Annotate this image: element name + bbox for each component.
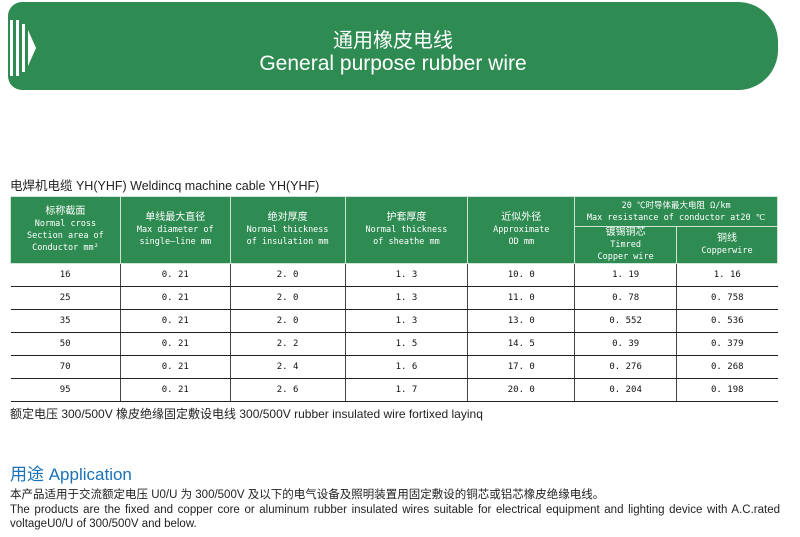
table-cell: 0. 21 bbox=[119, 355, 231, 379]
table-cell: 0. 78 bbox=[574, 286, 677, 310]
table-cell: 0. 552 bbox=[574, 309, 677, 333]
table-cell: 2. 0 bbox=[229, 309, 346, 333]
table-cell: 2. 0 bbox=[229, 286, 346, 310]
table-cell: 0. 204 bbox=[574, 378, 677, 402]
table-cell: 1. 3 bbox=[344, 309, 468, 333]
table-cell: 11. 0 bbox=[467, 286, 575, 310]
table-cell: 0. 268 bbox=[676, 355, 778, 379]
header-tinned-copper: 镀锡铜芯 Timred Copper wire bbox=[574, 226, 678, 264]
table-row: 70 0. 21 2. 4 1. 6 17. 0 0. 276 0. 268 bbox=[10, 355, 778, 379]
header-approx-od: 近似外径 Approximate OD mm bbox=[467, 196, 576, 264]
table-cell: 25 bbox=[10, 286, 121, 310]
table-cell: 70 bbox=[10, 355, 121, 379]
header-insulation-thickness: 绝对厚度 Normal thickness of insulation mm bbox=[229, 196, 346, 264]
application-heading: 用途 Application bbox=[10, 465, 132, 484]
banner-title-en: General purpose rubber wire bbox=[259, 52, 527, 75]
table-row: 95 0. 21 2. 6 1. 7 20. 0 0. 204 0. 198 bbox=[10, 378, 778, 402]
table-cell: 1. 3 bbox=[344, 286, 468, 310]
table-cell: 1. 5 bbox=[344, 332, 468, 356]
header-max-diameter: 单线最大直径 Max diameter of single—line mm bbox=[119, 196, 231, 264]
table-cell: 0. 379 bbox=[676, 332, 778, 356]
table-cell: 0. 758 bbox=[676, 286, 778, 310]
table-row: 16 0. 21 2. 0 1. 3 10. 0 1. 19 1. 16 bbox=[10, 263, 778, 287]
application-text-en: The products are the fixed and copper co… bbox=[10, 504, 780, 530]
table-cell: 35 bbox=[10, 309, 121, 333]
table-cell: 0. 21 bbox=[119, 286, 231, 310]
table-cell: 50 bbox=[10, 332, 121, 356]
header-copper-wire: 铜线 Copperwire bbox=[676, 226, 778, 264]
table-cell: 1. 3 bbox=[344, 263, 468, 287]
table-cell: 0. 536 bbox=[676, 309, 778, 333]
table-cell: 1. 16 bbox=[676, 263, 778, 287]
table-cell: 2. 4 bbox=[229, 355, 346, 379]
table-cell: 1. 7 bbox=[344, 378, 468, 402]
table-cell: 0. 21 bbox=[119, 378, 231, 402]
table-cell: 0. 39 bbox=[574, 332, 677, 356]
header-sheath-thickness: 护套厚度 Normal thickness of sheathe mm bbox=[344, 196, 469, 264]
table-row: 50 0. 21 2. 2 1. 5 14. 5 0. 39 0. 379 bbox=[10, 332, 778, 356]
table-cell: 0. 21 bbox=[119, 332, 231, 356]
chevron-stripes-icon bbox=[10, 20, 36, 76]
table-cell: 1. 19 bbox=[574, 263, 677, 287]
table-cell: 95 bbox=[10, 378, 121, 402]
title-banner: 通用橡皮电线 General purpose rubber wire bbox=[8, 2, 778, 90]
table-cell: 0. 21 bbox=[119, 263, 231, 287]
table-cell: 17. 0 bbox=[467, 355, 575, 379]
table-cell: 0. 21 bbox=[119, 309, 231, 333]
table-cell: 2. 0 bbox=[229, 263, 346, 287]
table-cell: 1. 6 bbox=[344, 355, 468, 379]
table-cell: 14. 5 bbox=[467, 332, 575, 356]
banner-title-cn: 通用橡皮电线 bbox=[333, 30, 453, 52]
table-cell: 2. 6 bbox=[229, 378, 346, 402]
table-caption: 电焊机电缆 YH(YHF) Weldincq machine cable YH(… bbox=[10, 179, 320, 193]
application-text-cn: 本产品适用于交流额定电压 U0/U 为 300/500V 及以下的电气设备及照明… bbox=[10, 489, 605, 501]
rated-voltage-note: 额定电压 300/500V 橡皮绝缘固定敷设电线 300/500V rubber… bbox=[10, 407, 483, 421]
table-cell: 10. 0 bbox=[467, 263, 575, 287]
table-cell: 0. 276 bbox=[574, 355, 677, 379]
header-max-resistance: 20 ℃时导体最大电阻 Ω/km Max resistance of conduc… bbox=[574, 196, 778, 227]
table-row: 25 0. 21 2. 0 1. 3 11. 0 0. 78 0. 758 bbox=[10, 286, 778, 310]
table-cell: 16 bbox=[10, 263, 121, 287]
table-cell: 2. 2 bbox=[229, 332, 346, 356]
spec-table: 标称截面 Normal cross Section area of Conductor… bbox=[10, 196, 778, 402]
header-cross-section: 标称截面 Normal cross Section area of Conductor… bbox=[10, 196, 121, 264]
table-cell: 20. 0 bbox=[467, 378, 575, 402]
table-cell: 13. 0 bbox=[467, 309, 575, 333]
table-cell: 0. 198 bbox=[676, 378, 778, 402]
table-row: 35 0. 21 2. 0 1. 3 13. 0 0. 552 0. 536 bbox=[10, 309, 778, 333]
